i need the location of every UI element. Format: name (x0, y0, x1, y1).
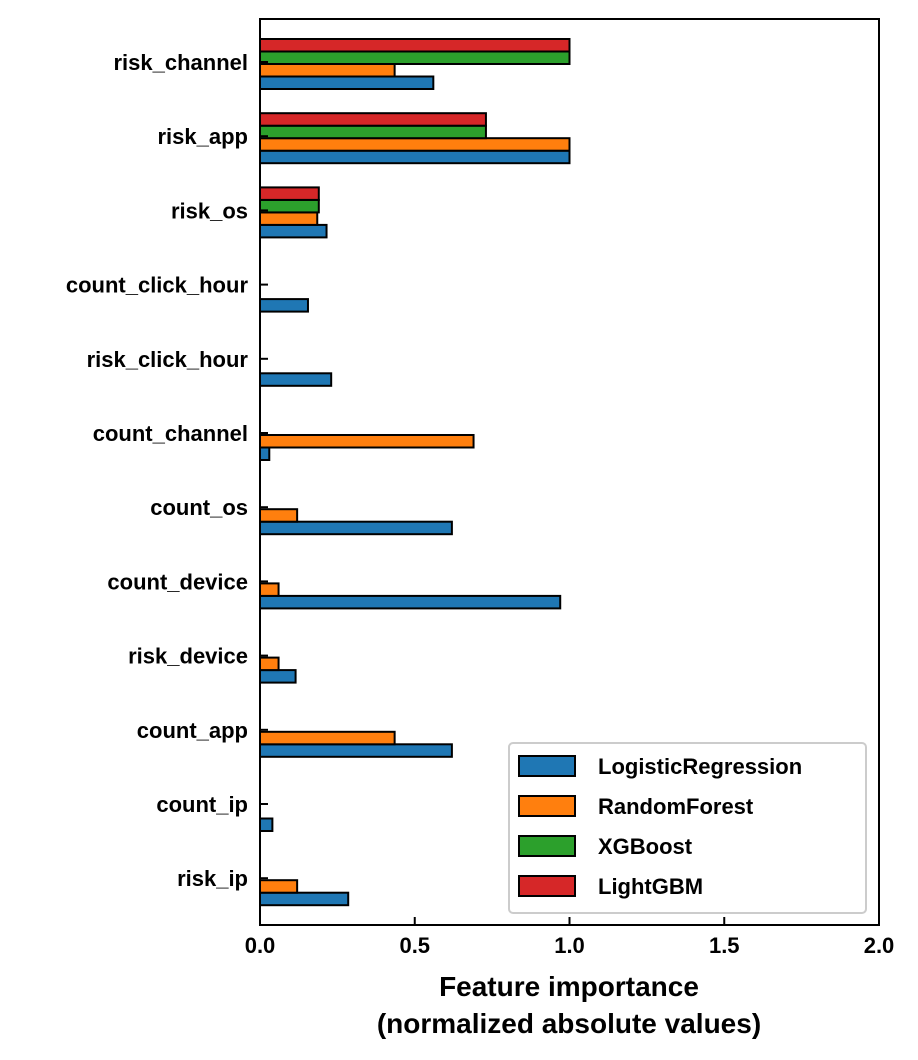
y-tick-label-count_os: count_os (150, 495, 248, 520)
bar-LogisticRegression-count_app (259, 743, 453, 758)
x-tick-label-1.0: 1.0 (554, 933, 585, 958)
bar-XGBoost-risk_os (259, 198, 320, 214)
bar-LightGBM-risk_os (259, 186, 320, 201)
bar-RandomForest-count_app (259, 730, 396, 746)
bar-LogisticRegression-risk_device (259, 669, 297, 684)
y-tick-label-risk_device: risk_device (128, 644, 248, 669)
x-tick-label-2.0: 2.0 (864, 933, 895, 958)
bar-LogisticRegression-risk_channel (259, 75, 435, 90)
bar-XGBoost-risk_channel (259, 50, 571, 65)
legend: LogisticRegression RandomForest XGBoost Lig… (508, 742, 867, 914)
y-axis: risk_channel risk_app risk_os count_click_h… (66, 50, 268, 891)
bar-RandomForest-count_device (259, 582, 280, 597)
bar-LogisticRegression-count_os (259, 520, 453, 536)
bar-XGBoost-risk_app (259, 124, 487, 140)
bar-RandomForest-risk_device (259, 656, 280, 672)
y-tick-label-count_device: count_device (107, 569, 248, 594)
y-tick-label-risk_os: risk_os (171, 198, 248, 223)
legend-label-XGBoost: XGBoost (598, 834, 693, 859)
bar-LogisticRegression-risk_app (259, 149, 571, 165)
bar-RandomForest-risk_ip (259, 879, 299, 894)
bar-RandomForest-risk_app (259, 137, 571, 152)
legend-swatch-LightGBM (518, 875, 576, 897)
legend-swatch-LogisticRegression (518, 755, 576, 777)
x-axis-title-line2: (normalized absolute values) (377, 1008, 761, 1039)
legend-label-LogisticRegression: LogisticRegression (598, 754, 802, 779)
legend-swatch-RandomForest (518, 795, 576, 817)
x-axis: 0.0 0.5 1.0 1.5 2.0 (245, 917, 895, 958)
legend-label-RandomForest: RandomForest (598, 794, 754, 819)
x-tick-label-0.0: 0.0 (245, 933, 276, 958)
bar-RandomForest-count_os (259, 508, 299, 523)
bar-LogisticRegression-count_click_hour (259, 298, 309, 313)
bar-LightGBM-risk_app (259, 112, 487, 127)
y-tick-label-count_app: count_app (137, 718, 248, 743)
bar-RandomForest-risk_os (259, 211, 319, 226)
legend-swatch-XGBoost (518, 835, 576, 857)
bar-LogisticRegression-risk_ip (259, 891, 350, 907)
y-tick-label-risk_ip: risk_ip (177, 866, 248, 891)
bar-LogisticRegression-risk_click_hour (259, 372, 333, 387)
y-tick-label-risk_app: risk_app (158, 124, 249, 149)
y-tick-label-risk_channel: risk_channel (113, 50, 248, 75)
y-tick-label-risk_click_hour: risk_click_hour (87, 347, 249, 372)
bar-LightGBM-risk_channel (259, 38, 571, 53)
y-tick-label-count_click_hour: count_click_hour (66, 273, 249, 298)
bar-LogisticRegression-count_device (259, 594, 562, 610)
legend-box (508, 742, 867, 914)
y-tick-label-count_ip: count_ip (156, 792, 248, 817)
bar-LogisticRegression-count_ip (259, 817, 274, 832)
x-tick-label-0.5: 0.5 (399, 933, 430, 958)
x-tick-label-1.5: 1.5 (709, 933, 740, 958)
bar-LogisticRegression-count_channel (259, 446, 271, 461)
bar-LogisticRegression-risk_os (259, 223, 328, 239)
bar-RandomForest-risk_channel (259, 63, 396, 78)
x-axis-title-line1: Feature importance (439, 971, 699, 1002)
bar-RandomForest-count_channel (259, 434, 475, 449)
y-tick-label-count_channel: count_channel (93, 421, 248, 446)
legend-label-LightGBM: LightGBM (598, 874, 703, 899)
